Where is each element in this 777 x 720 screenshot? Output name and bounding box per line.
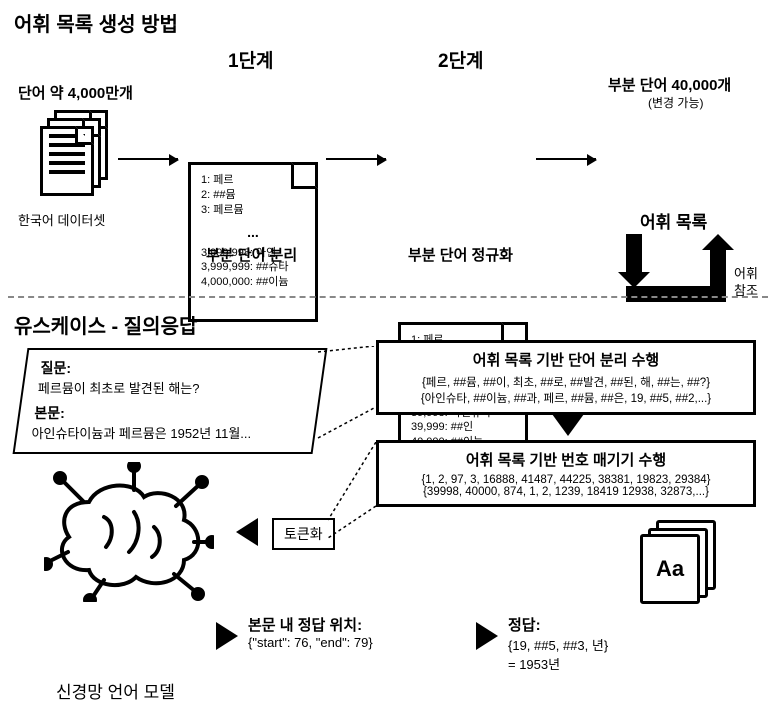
title-usecase: 유스케이스 - 질의응답 (14, 310, 197, 339)
dataset-count: 단어 약 4,000만개 (18, 82, 133, 103)
body-text: 아인슈타이늄과 페르뮴은 1952년 11월... (32, 423, 300, 442)
ans-pos-value: {"start": 76, "end": 79} (248, 635, 373, 650)
ans-eq: = 1953년 (508, 654, 608, 673)
dataset-icon (40, 110, 110, 196)
proc1-title: 어휘 목록 기반 단어 분리 수행 (389, 349, 743, 370)
ans-pos-label: 본문 내 정답 위치: (248, 614, 373, 635)
proc2-row: {39998, 40000, 874, 1, 2, 1239, 18419 12… (389, 486, 743, 498)
stage1-line: 4,000,000: ##이늄 (201, 275, 305, 290)
stage1-title: 1단계 (228, 46, 274, 73)
ans-label: 정답: (508, 614, 608, 635)
question-label: 질문: (41, 358, 309, 378)
stage1-doc: 1: 페르 2: ##뮴 3: 페르뮴 ... 3,999,998: 아인 3,… (188, 162, 318, 322)
stage1-line: 2: ##뮴 (201, 188, 305, 203)
proc-numbering: 어휘 목록 기반 번호 매기기 수행 {1, 2, 97, 3, 16888, … (376, 440, 756, 507)
body-label: 본문: (34, 403, 302, 423)
proc1-row: {아인슈타, ##이늄, ##과, 페르, ##뮴, ##은, 19, ##5,… (389, 390, 743, 406)
ellipsis: ... (201, 224, 305, 240)
dotted-connector (314, 346, 378, 446)
proc1-row: {페르, ##뮴, ##이, 최초, ##로, ##발견, ##된, 해, ##… (389, 374, 743, 390)
title-vocab-method: 어휘 목록 생성 방법 (14, 8, 178, 37)
ans-tokens: {19, ##5, ##3, 년} (508, 635, 608, 654)
stage1-line: 1: 페르 (201, 173, 305, 188)
vocab-icon: Aa (640, 520, 718, 604)
arrow-to-answer-pos (216, 622, 238, 650)
proc-word-split: 어휘 목록 기반 단어 분리 수행 {페르, ##뮴, ##이, 최초, ##로… (376, 340, 756, 415)
section-divider (8, 296, 768, 298)
dataset-label: 한국어 데이터셋 (18, 210, 105, 229)
arrow-to-vocab (536, 158, 596, 160)
model-label: 신경망 언어 모델 (56, 678, 175, 703)
arrow-to-stage1 (118, 158, 178, 160)
proc2-title: 어휘 목록 기반 번호 매기기 수행 (389, 449, 743, 470)
stage2-line: 39,999: ##인 (411, 420, 515, 435)
vocab-ref-label: 어휘 참조 (734, 266, 758, 300)
arrow-to-model (236, 518, 258, 546)
vocab-label: 어휘 목록 (640, 208, 707, 233)
arrow-to-stage2 (326, 158, 386, 160)
vocab-count: 부분 단어 40,000개 (608, 74, 731, 95)
arrow-to-answer (476, 622, 498, 650)
dotted-connector-2 (326, 442, 384, 542)
arrow-proc1-to-proc2 (552, 414, 584, 436)
answer: 정답: {19, ##5, ##3, 년} = 1953년 (508, 614, 608, 673)
answer-position: 본문 내 정답 위치: {"start": 76, "end": 79} (248, 614, 373, 650)
stage2-title: 2단계 (438, 46, 484, 73)
qa-input-box: 질문: 페르뮴이 최초로 발견된 해는? 본문: 아인슈타이늄과 페르뮴은 19… (13, 348, 328, 454)
stage1-caption: 부분 단어 분리 (206, 244, 297, 265)
stage1-line: 3: 페르뮴 (201, 203, 305, 218)
vocab-note: (변경 가능) (648, 94, 704, 111)
question-text: 페르뮴이 최초로 발견된 해는? (38, 378, 306, 397)
proc2-row: {1, 2, 97, 3, 16888, 41487, 44225, 38381… (389, 474, 743, 486)
stage2-caption: 부분 단어 정규화 (408, 244, 513, 265)
brain-icon (44, 462, 214, 607)
